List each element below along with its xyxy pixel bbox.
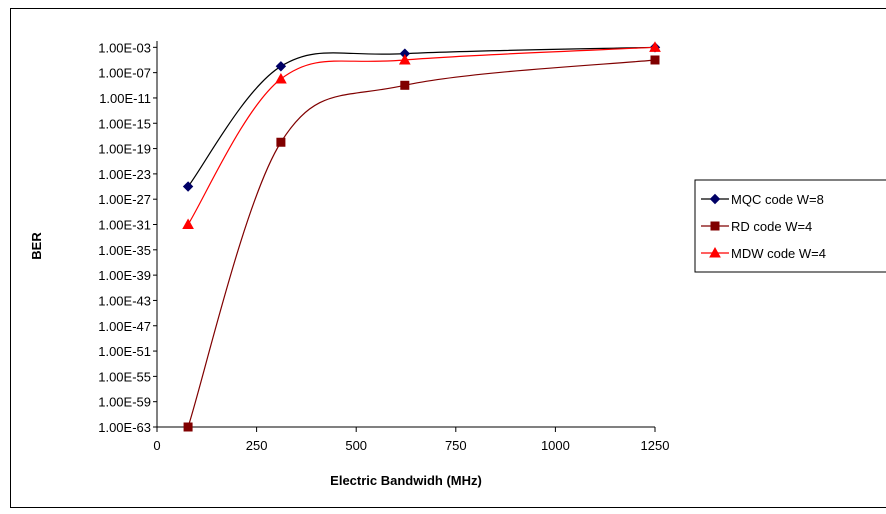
legend-marker-1 [710,221,720,231]
y-tick-label-11: 1.00E-47 [98,319,151,334]
series-2-point-3 [649,41,661,52]
series-2-point-2 [398,53,411,65]
chart-frame: 0 250 500 750 1000 1250 1.00E-03 1.00E-07 1.00E-… [10,8,886,508]
x-tick-label-1: 250 [246,438,268,453]
y-tick-label-5: 1.00E-23 [98,167,151,182]
series-line-0 [187,46,656,187]
y-tick-label-0: 1.00E-03 [98,40,151,55]
y-tick-label-7: 1.00E-31 [98,218,151,233]
y-axis-label: BER [29,232,44,260]
series-0-point-0 [182,181,194,192]
x-tick-label-5: 1250 [641,438,670,453]
y-tick-label-6: 1.00E-27 [98,192,151,207]
y-tick-label-9: 1.00E-39 [98,268,151,283]
series-1-point-0 [183,422,193,432]
x-tick-label-0: 0 [153,438,160,453]
series-1-point-2 [400,80,410,90]
series-0-point-1 [275,61,287,72]
series-1-point-3 [650,55,660,65]
x-tick-label-3: 750 [445,438,467,453]
legend-label-2: MDW code W=4 [731,246,826,261]
legend-label-1: RD code W=4 [731,219,812,234]
y-tick-label-3: 1.00E-15 [98,116,151,131]
series-2-point-1 [275,72,287,84]
y-tick-label-2: 1.00E-11 [99,91,151,106]
series-line-1 [187,59,656,428]
series-line-2 [187,46,656,225]
x-tick-label-2: 500 [345,438,367,453]
y-tick-label-14: 1.00E-59 [98,395,151,410]
y-tick-label-13: 1.00E-55 [98,369,151,384]
y-tick-label-1: 1.00E-07 [98,66,151,81]
x-axis-label: Electric Bandwidh (MHz) [330,473,482,488]
series-1-point-1 [276,137,286,147]
ber-chart: 0 250 500 750 1000 1250 1.00E-03 1.00E-07 1.00E-… [29,40,886,488]
y-tick-label-8: 1.00E-35 [98,243,151,258]
y-tick-label-4: 1.00E-19 [98,142,151,157]
series-2-point-0 [182,218,194,230]
legend-label-0: MQC code W=8 [731,192,824,207]
y-tick-label-12: 1.00E-51 [98,344,151,359]
y-tick-label-15: 1.00E-63 [98,420,151,435]
legend-marker-2 [709,246,721,258]
x-tick-label-4: 1000 [541,438,570,453]
y-tick-label-10: 1.00E-43 [98,293,151,308]
legend-marker-0 [709,193,721,205]
